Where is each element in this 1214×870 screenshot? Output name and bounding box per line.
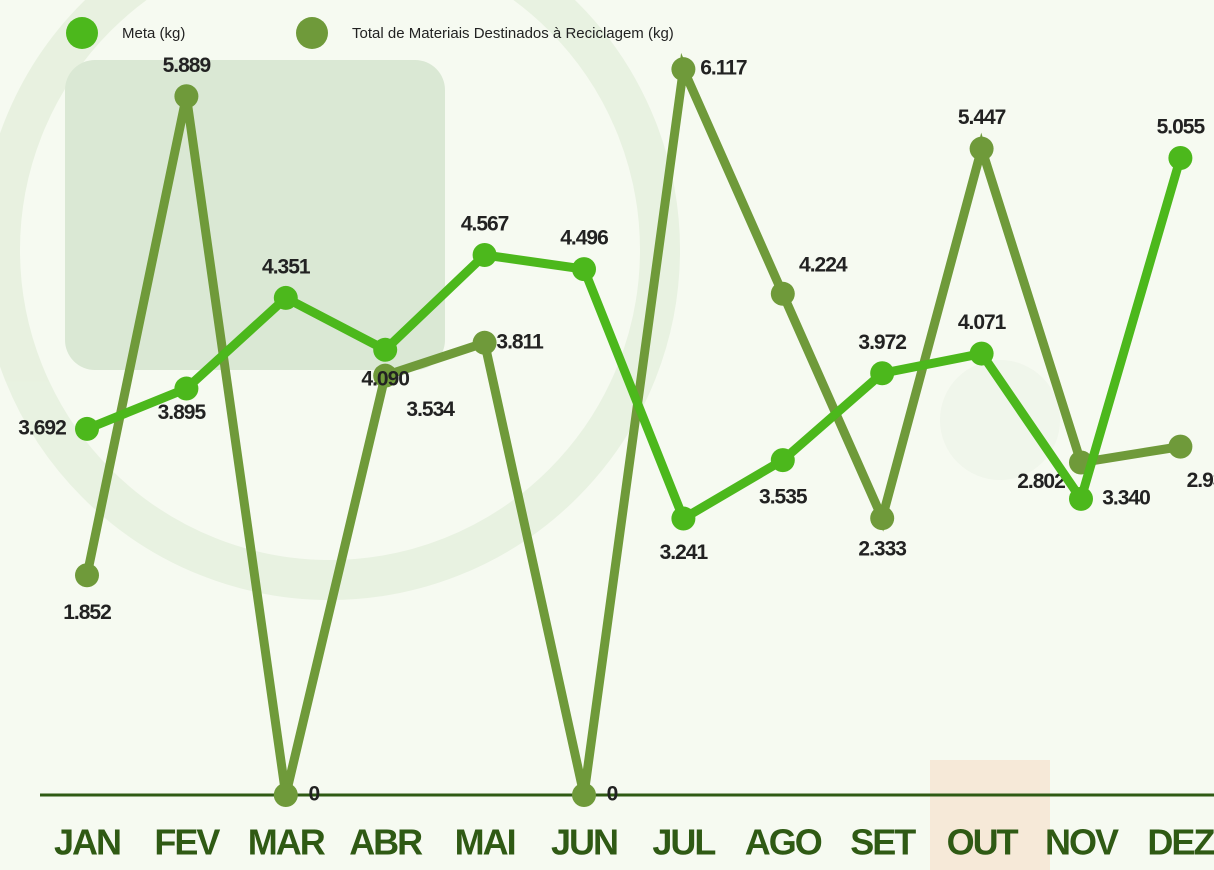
data-point [1168, 146, 1192, 170]
data-label: 3.535 [759, 486, 808, 509]
data-point [771, 448, 795, 472]
data-label: 3.972 [858, 331, 906, 354]
data-label: 4.351 [262, 255, 311, 278]
x-tick-label: SET [850, 822, 916, 863]
data-point [671, 57, 695, 81]
legend-label: Meta (kg) [122, 25, 185, 42]
x-tick-label: AGO [745, 822, 822, 863]
data-point [75, 563, 99, 587]
data-point [373, 338, 397, 362]
data-point [870, 361, 894, 385]
chart: JAN FEV MAR ABR MAI JUN JUL AGO SET OUT NOV DEZ Meta… [0, 0, 1214, 870]
data-point [274, 286, 298, 310]
x-tick-label: JUL [652, 822, 715, 863]
x-tick-label: MAR [248, 822, 326, 863]
x-tick-label: ABR [349, 822, 423, 863]
legend-marker [66, 17, 98, 49]
x-tick-label: OUT [947, 822, 1019, 863]
data-label: 5.055 [1157, 116, 1206, 139]
data-label: 3.811 [496, 330, 544, 353]
data-label: 2.802 [1017, 470, 1065, 493]
data-label: 4.496 [560, 227, 608, 250]
data-point [671, 507, 695, 531]
data-label: 4.567 [461, 213, 509, 236]
data-label: 5.889 [163, 54, 211, 77]
data-label: 0 [308, 783, 319, 806]
data-point [572, 783, 596, 807]
data-point [274, 783, 298, 807]
data-point [572, 257, 596, 281]
data-point [174, 84, 198, 108]
data-label: 2.936 [1187, 469, 1214, 492]
data-point [771, 282, 795, 306]
data-label: 4.224 [799, 253, 848, 276]
data-point [970, 342, 994, 366]
data-label: 1.852 [63, 601, 111, 624]
data-label: 3.895 [158, 401, 207, 424]
data-label: 3.692 [18, 416, 66, 439]
data-label: 6.117 [700, 57, 747, 80]
data-label: 3.241 [660, 541, 709, 564]
x-tick-label: MAI [455, 822, 515, 863]
data-point [870, 506, 894, 530]
data-label: 3.534 [406, 398, 455, 421]
x-tick-label: FEV [154, 822, 220, 863]
x-tick-label: NOV [1045, 822, 1119, 863]
legend-label: Total de Materiais Destinados à Reciclag… [352, 25, 674, 42]
data-point [1069, 487, 1093, 511]
data-point [174, 377, 198, 401]
data-label: 4.090 [361, 367, 409, 390]
data-point [473, 243, 497, 267]
data-point [1168, 435, 1192, 459]
data-point [75, 417, 99, 441]
data-label: 5.447 [958, 106, 1006, 129]
x-tick-label: JAN [54, 822, 120, 863]
data-point [473, 331, 497, 355]
data-label: 4.071 [958, 311, 1007, 334]
data-label: 0 [607, 783, 618, 806]
x-tick-label: JUN [551, 822, 617, 863]
data-point [970, 137, 994, 161]
x-tick-label: DEZ [1147, 822, 1214, 863]
legend-marker [296, 17, 328, 49]
data-label: 3.340 [1102, 486, 1150, 509]
data-label: 2.333 [858, 538, 906, 561]
